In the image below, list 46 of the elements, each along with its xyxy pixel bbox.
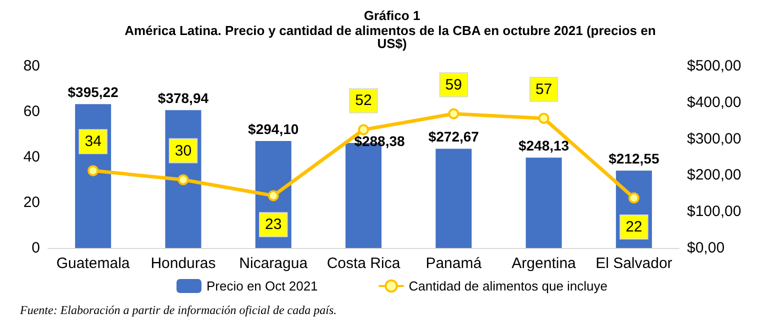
y-tick-label: 60 xyxy=(23,103,40,120)
y2-tick-label: $300,00 xyxy=(687,130,742,148)
bar xyxy=(436,148,472,248)
data-label: $248,13 xyxy=(518,138,570,154)
point xyxy=(448,108,460,120)
x-tick-label: Costa Rica xyxy=(326,255,401,272)
data-label: 23 xyxy=(265,216,282,234)
data-label: 30 xyxy=(174,142,192,160)
x-tick-label: El Salvador xyxy=(596,255,672,272)
point xyxy=(268,190,279,202)
y2-tick-label: $100,00 xyxy=(687,203,742,220)
data-label: $395,22 xyxy=(68,84,119,100)
x-tick-label: Argentina xyxy=(512,255,577,272)
data-label: $212,55 xyxy=(608,150,660,167)
y2-tick-label: $500,00 xyxy=(687,58,742,74)
legend-label: Cantidad de alimentos que incluye xyxy=(408,278,608,294)
legend-label: Precio en Oct 2021 xyxy=(206,278,318,294)
y-tick-label: 40 xyxy=(23,148,40,166)
data-label: 59 xyxy=(445,76,462,94)
point xyxy=(538,112,550,124)
data-label: $272,67 xyxy=(428,128,480,145)
chart-title: Gráfico 1 xyxy=(364,8,420,23)
y-tick-label: 80 xyxy=(23,58,40,74)
data-label: $294,10 xyxy=(248,120,299,137)
data-label: $288,38 xyxy=(354,133,406,150)
point xyxy=(358,124,369,136)
y-tick-label: 0 xyxy=(32,240,40,256)
y2-tick-label: $400,00 xyxy=(687,94,742,111)
y2-tick-label: $0,00 xyxy=(687,240,725,256)
source-note: Fuente: Elaboración a partir de información oficial de cada país. xyxy=(19,303,337,317)
x-tick-label: Guatemala xyxy=(56,255,130,272)
x-tick-label: Honduras xyxy=(150,255,216,272)
point xyxy=(178,174,189,186)
data-label: 57 xyxy=(535,80,552,98)
data-label: $378,94 xyxy=(158,90,209,106)
bar xyxy=(526,158,562,248)
y2-tick-label: $200,00 xyxy=(687,166,742,184)
x-tick-label: Nicaragua xyxy=(239,255,308,272)
y-tick-label: 20 xyxy=(23,194,40,211)
data-label: 52 xyxy=(355,92,372,110)
point xyxy=(88,165,99,176)
data-label: 34 xyxy=(84,133,102,150)
x-tick-label: Panamá xyxy=(426,255,482,272)
point xyxy=(628,192,640,204)
chart-subtitle: América Latina. Precio y cantidad de alimentos de la CBA en octubre 2021 (precios en US$) xyxy=(124,23,660,51)
data-label: 22 xyxy=(626,218,642,236)
